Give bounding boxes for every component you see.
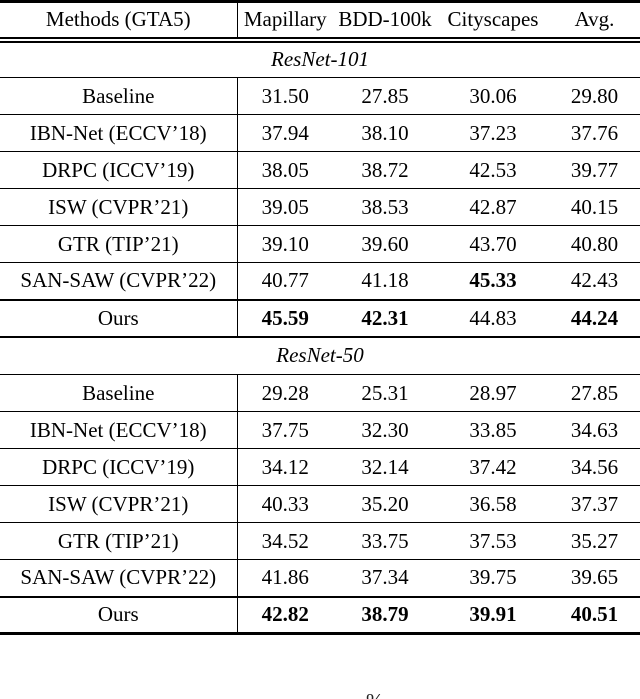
metric-value: 36.58 bbox=[469, 491, 517, 516]
metric-value: 27.85 bbox=[361, 83, 409, 108]
metric-value: 33.75 bbox=[361, 528, 409, 553]
header-row: Methods (GTA5) Mapillary BDD-100k Citysc… bbox=[0, 1, 640, 40]
section-title: ResNet-50 bbox=[276, 343, 364, 368]
metric-value: 42.53 bbox=[469, 157, 517, 182]
metric-value: 45.33 bbox=[469, 268, 517, 293]
metric-value: 37.42 bbox=[469, 454, 517, 479]
metric-value: 42.82 bbox=[261, 602, 309, 627]
metric-value: 29.80 bbox=[570, 83, 619, 108]
metric-value: 37.76 bbox=[570, 120, 619, 145]
metric-value: 35.27 bbox=[570, 528, 619, 553]
method-name: Baseline bbox=[0, 77, 238, 115]
method-name: ISW (CVPR’21) bbox=[0, 188, 238, 226]
metric-value: 37.94 bbox=[261, 120, 309, 145]
metric-value: 29.28 bbox=[261, 380, 309, 405]
table-body: ResNet-101 Baseline 31.50 27.85 30.06 29.80 IB… bbox=[0, 40, 640, 634]
table-row: DRPC (ICCV’19) 34.12 32.14 37.42 34.56 bbox=[0, 448, 640, 486]
metric-value: 40.51 bbox=[570, 602, 619, 627]
metric-value: 33.85 bbox=[469, 417, 517, 442]
metric-value: 37.75 bbox=[261, 417, 309, 442]
method-name: DRPC (ICCV’19) bbox=[0, 448, 238, 486]
table-row: ISW (CVPR’21) 39.05 38.53 42.87 40.15 bbox=[0, 188, 640, 226]
metric-value: 38.05 bbox=[261, 157, 309, 182]
metric-value: 40.80 bbox=[570, 231, 619, 256]
method-name: GTR (TIP’21) bbox=[0, 225, 238, 263]
method-name: Ours bbox=[0, 596, 238, 634]
metric-value: 39.05 bbox=[261, 194, 309, 219]
metric-value: 39.60 bbox=[361, 231, 409, 256]
metric-value: 39.75 bbox=[469, 565, 517, 590]
metric-value: 37.53 bbox=[469, 528, 517, 553]
table-row: DRPC (ICCV’19) 38.05 38.72 42.53 39.77 bbox=[0, 151, 640, 189]
header-methods: Methods (GTA5) bbox=[0, 1, 238, 40]
metric-value: 39.77 bbox=[570, 157, 619, 182]
metric-value: 42.43 bbox=[570, 268, 619, 293]
metric-value: 27.85 bbox=[570, 380, 619, 405]
section-row: ResNet-50 bbox=[0, 337, 640, 375]
metric-value: 32.14 bbox=[361, 454, 409, 479]
table-row: IBN-Net (ECCV’18) 37.75 32.30 33.85 34.63 bbox=[0, 411, 640, 449]
metric-value: 43.70 bbox=[469, 231, 517, 256]
metric-value: 28.97 bbox=[469, 380, 517, 405]
metric-value: 45.59 bbox=[261, 305, 309, 330]
table-row: GTR (TIP’21) 39.10 39.60 43.70 40.80 bbox=[0, 225, 640, 263]
table-row: Baseline 31.50 27.85 30.06 29.80 bbox=[0, 77, 640, 115]
metric-value: 38.72 bbox=[361, 157, 409, 182]
metric-value: 34.63 bbox=[570, 417, 619, 442]
metric-value: 38.79 bbox=[361, 602, 409, 627]
metric-value: 44.83 bbox=[469, 305, 517, 330]
metric-value: 30.06 bbox=[469, 83, 517, 108]
metric-value: 39.65 bbox=[570, 565, 619, 590]
header-col-bdd100k: BDD-100k bbox=[338, 7, 432, 32]
metric-value: 40.77 bbox=[261, 268, 309, 293]
method-name: IBN-Net (ECCV’18) bbox=[0, 114, 238, 152]
metric-value: 25.31 bbox=[361, 380, 409, 405]
header-col-avg: Avg. bbox=[574, 7, 615, 32]
method-name: DRPC (ICCV’19) bbox=[0, 151, 238, 189]
metric-value: 41.86 bbox=[261, 565, 309, 590]
metric-value: 40.33 bbox=[261, 491, 309, 516]
table-row: SAN-SAW (CVPR’22) 41.86 37.34 39.75 39.65 bbox=[0, 559, 640, 597]
metric-value: 38.10 bbox=[361, 120, 409, 145]
header-col-cityscapes: Cityscapes bbox=[447, 7, 539, 32]
metric-value: 34.52 bbox=[261, 528, 309, 553]
table-row: GTR (TIP’21) 34.52 33.75 37.53 35.27 bbox=[0, 522, 640, 560]
metric-value: 39.91 bbox=[469, 602, 517, 627]
metric-value: 42.87 bbox=[469, 194, 517, 219]
table-row: Ours 45.59 42.31 44.83 44.24 bbox=[0, 299, 640, 337]
method-name: GTR (TIP’21) bbox=[0, 522, 238, 560]
method-name: SAN-SAW (CVPR’22) bbox=[0, 262, 238, 300]
method-name: Ours bbox=[0, 299, 238, 337]
metric-value: 37.34 bbox=[361, 565, 409, 590]
metric-value: 34.56 bbox=[570, 454, 619, 479]
metric-value: 39.10 bbox=[261, 231, 309, 256]
metric-value: 37.37 bbox=[570, 491, 619, 516]
metric-value: 32.30 bbox=[361, 417, 409, 442]
table-row: Ours 42.82 38.79 39.91 40.51 bbox=[0, 596, 640, 634]
method-name: ISW (CVPR’21) bbox=[0, 485, 238, 523]
section-row: ResNet-101 bbox=[0, 40, 640, 78]
metric-value: 42.31 bbox=[361, 305, 409, 330]
metric-value: 44.24 bbox=[570, 305, 619, 330]
table-row: SAN-SAW (CVPR’22) 40.77 41.18 45.33 42.43 bbox=[0, 262, 640, 300]
method-name: IBN-Net (ECCV’18) bbox=[0, 411, 238, 449]
method-name: Baseline bbox=[0, 374, 238, 412]
metric-value: 34.12 bbox=[261, 454, 309, 479]
table-row: IBN-Net (ECCV’18) 37.94 38.10 37.23 37.76 bbox=[0, 114, 640, 152]
results-table: Methods (GTA5) Mapillary BDD-100k Citysc… bbox=[0, 0, 640, 635]
metric-value: 35.20 bbox=[361, 491, 409, 516]
metric-value: 37.23 bbox=[469, 120, 517, 145]
table-row: ISW (CVPR’21) 40.33 35.20 36.58 37.37 bbox=[0, 485, 640, 523]
caption-fragment: % bbox=[366, 691, 384, 699]
metric-value: 41.18 bbox=[361, 268, 409, 293]
table-row: Baseline 29.28 25.31 28.97 27.85 bbox=[0, 374, 640, 412]
metric-value: 31.50 bbox=[261, 83, 309, 108]
metric-value: 40.15 bbox=[570, 194, 619, 219]
metric-value: 38.53 bbox=[361, 194, 409, 219]
method-name: SAN-SAW (CVPR’22) bbox=[0, 559, 238, 597]
section-title: ResNet-101 bbox=[271, 47, 369, 72]
header-col-mapillary: Mapillary bbox=[243, 7, 327, 32]
